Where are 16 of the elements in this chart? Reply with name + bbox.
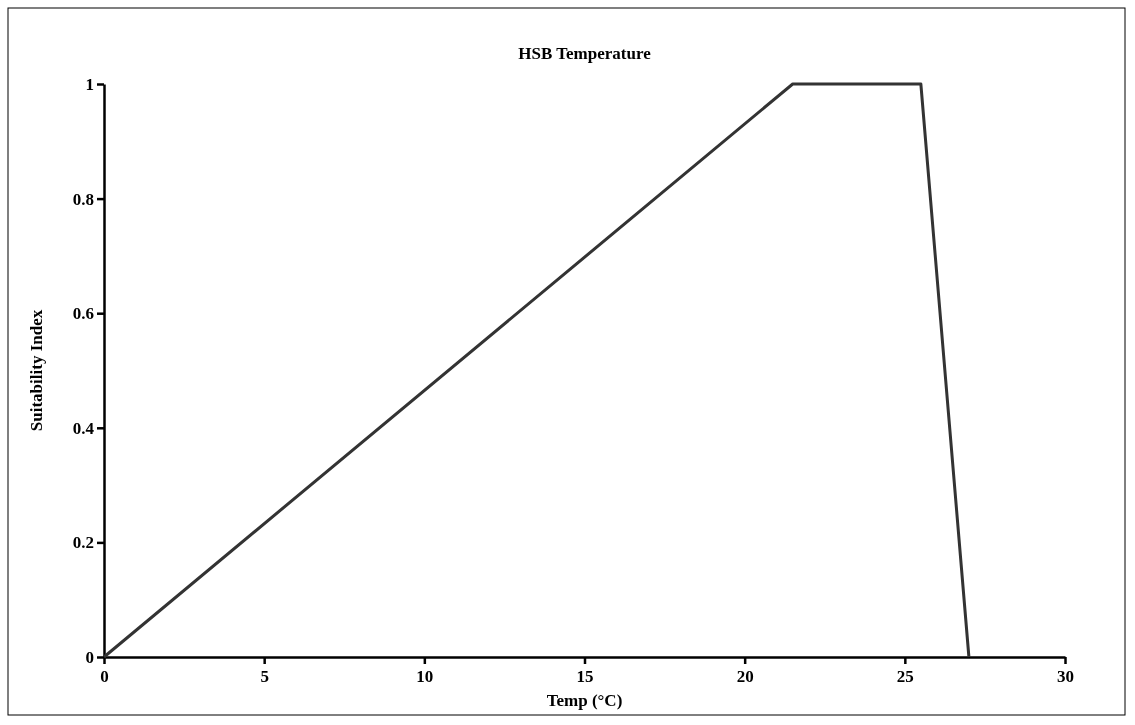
x-tick-label: 5 — [260, 667, 269, 687]
x-tick-label: 10 — [416, 667, 434, 687]
chart-title: HSB Temperature — [518, 44, 652, 63]
x-tick-label: 20 — [736, 667, 754, 687]
x-tick-label: 25 — [896, 667, 914, 687]
y-tick-label: 0.4 — [72, 418, 95, 438]
x-tick-label: 30 — [1057, 667, 1074, 687]
y-tick-label: 1 — [85, 74, 94, 94]
x-axis-title: Temp (°C) — [546, 691, 623, 710]
y-tick-label: 0.2 — [72, 533, 94, 553]
y-axis-title: Suitability Index — [27, 309, 46, 432]
y-tick-label: 0.8 — [72, 189, 94, 209]
x-tick-label: 0 — [100, 667, 109, 687]
y-tick-label: 0.6 — [72, 304, 94, 324]
y-tick-label: 0 — [85, 647, 94, 667]
x-tick-label: 15 — [576, 667, 594, 687]
